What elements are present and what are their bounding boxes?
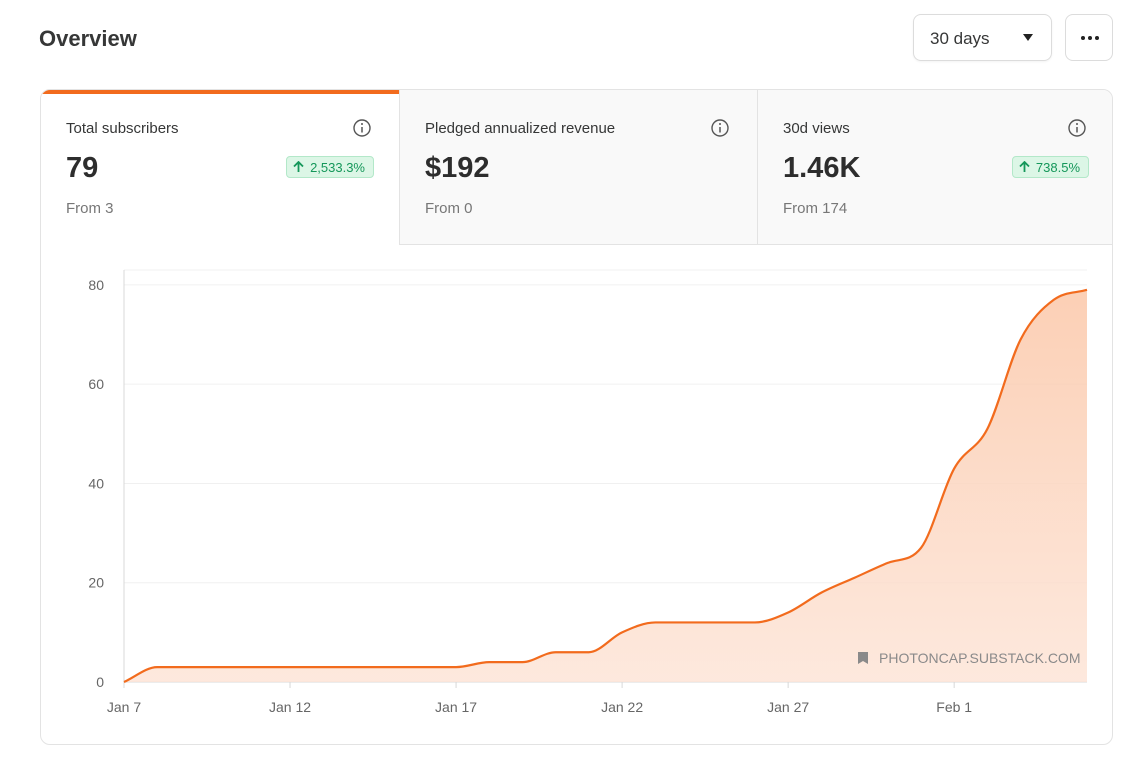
y-tick-label: 0	[96, 674, 104, 690]
y-tick-label: 60	[88, 376, 104, 392]
stat-label: Total subscribers	[66, 120, 179, 137]
page-title: Overview	[39, 26, 137, 51]
up-arrow	[293, 161, 304, 172]
stat-value: 1.46K	[783, 152, 861, 184]
area-fill	[124, 289, 1087, 682]
stat-card[interactable]: Pledged annualized revenue $192 From 0	[399, 90, 757, 245]
watermark-text: PHOTONCAP.SUBSTACK.COM	[879, 650, 1080, 666]
x-tick-label: Jan 7	[107, 699, 141, 715]
overview-panel: Total subscribers 79 2,533.3% From 3 Ple…	[40, 89, 1113, 745]
change-value: 2,533.3%	[310, 159, 365, 175]
x-tick-label: Jan 17	[435, 699, 477, 715]
stat-value: 79	[66, 152, 99, 184]
chart: 0 20 40 60 80 Jan 7 Jan 12 Jan 17 Jan 22 Jan 27 Fe…	[88, 269, 1088, 715]
y-tick-label: 40	[88, 475, 104, 491]
more-button[interactable]	[1065, 14, 1113, 61]
change-value: 738.5%	[1035, 159, 1080, 175]
info-icon[interactable]	[710, 118, 730, 138]
stat-card[interactable]: Total subscribers 79 2,533.3% From 3	[41, 90, 399, 245]
up-arrow	[1019, 161, 1030, 172]
y-tick-label: 20	[88, 575, 104, 591]
x-tick-label: Jan 27	[767, 699, 809, 715]
caret	[1023, 34, 1033, 41]
x-tick-label: Jan 22	[601, 699, 643, 715]
range-label: 30 days	[930, 29, 990, 48]
x-tick-label: Feb 1	[936, 699, 972, 715]
stat-value: $192	[425, 152, 490, 184]
watermark: PHOTONCAP.SUBSTACK.COM	[858, 650, 1080, 666]
stat-from: From 3	[66, 200, 114, 217]
change-badge: 738.5%	[1011, 156, 1089, 178]
info-icon[interactable]	[1067, 118, 1087, 138]
change-badge: 2,533.3%	[286, 156, 374, 178]
stat-card[interactable]: 30d views 1.46K 738.5% From 174	[757, 90, 1112, 245]
line	[123, 288, 1088, 684]
watermark-icon	[858, 652, 868, 664]
info-icon[interactable]	[352, 118, 372, 138]
stat-label: 30d views	[783, 120, 850, 137]
y-tick-label: 80	[88, 277, 104, 293]
stat-from: From 174	[783, 200, 848, 217]
dots	[1081, 36, 1099, 40]
range-dropdown[interactable]: 30 days	[913, 14, 1052, 61]
stat-label: Pledged annualized revenue	[425, 120, 616, 137]
x-tick-label: Jan 12	[269, 699, 311, 715]
stat-from: From 0	[425, 200, 473, 217]
